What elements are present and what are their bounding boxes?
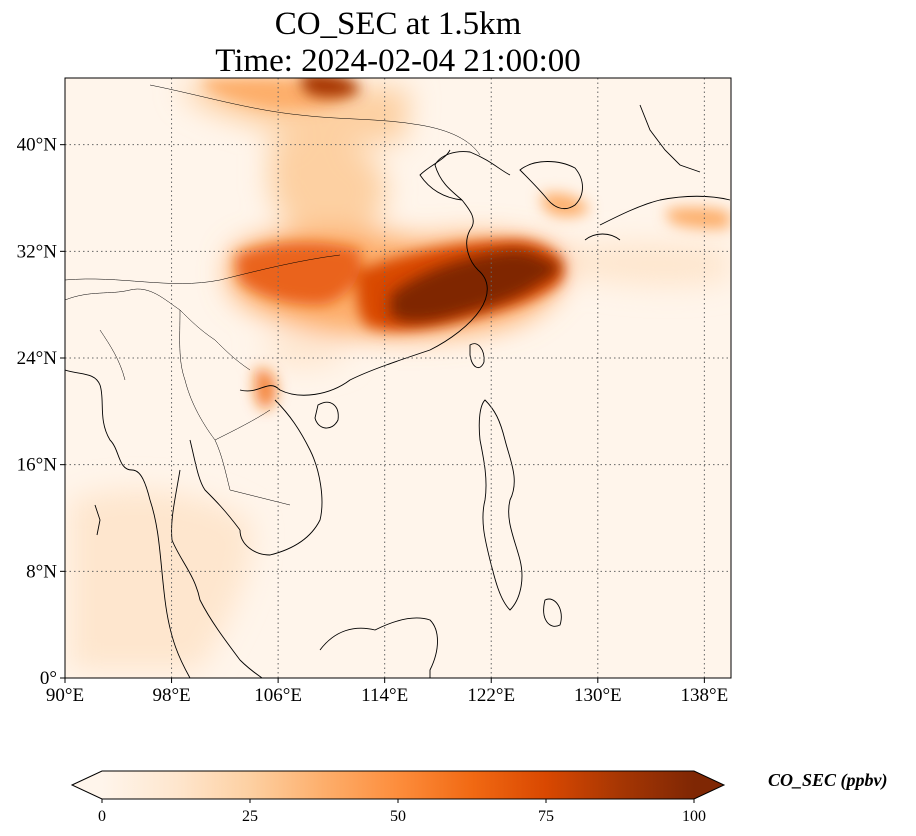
y-tick-label: 16°N bbox=[17, 455, 58, 476]
colorbar-tick-label: 75 bbox=[538, 808, 554, 825]
colorbar-tick-label: 50 bbox=[390, 808, 406, 825]
colorbar: 0 25 50 75 100 bbox=[70, 770, 726, 825]
y-tick-label: 8°N bbox=[26, 561, 57, 582]
x-tick-label: 122°E bbox=[467, 685, 515, 706]
colorbar-label: CO_SEC (ppbv) bbox=[768, 770, 888, 790]
x-tick-label: 138°E bbox=[681, 685, 729, 706]
x-tick-label: 114°E bbox=[361, 685, 408, 706]
y-tick-label: 32°N bbox=[17, 241, 58, 262]
concentration-field bbox=[70, 78, 730, 670]
coastlines bbox=[65, 104, 731, 678]
map-frame bbox=[64, 77, 732, 679]
colorbar-ticks: 0 25 50 75 100 bbox=[98, 799, 706, 825]
map-panel bbox=[64, 77, 732, 679]
gridlines bbox=[65, 78, 731, 678]
y-tick-label: 24°N bbox=[17, 348, 58, 369]
y-tick-label: 0° bbox=[40, 668, 57, 689]
y-tick-label: 40°N bbox=[17, 135, 58, 156]
colorbar-max-extension bbox=[694, 771, 724, 799]
x-tick-label: 90°E bbox=[46, 685, 84, 706]
colorbar-min-extension bbox=[72, 771, 102, 799]
plot-title-line1: CO_SEC at 1.5km bbox=[274, 6, 522, 42]
plot-title-line2: Time: 2024-02-04 21:00:00 bbox=[215, 43, 581, 79]
colorbar-tick-label: 25 bbox=[242, 808, 258, 825]
x-tick-label: 98°E bbox=[152, 685, 190, 706]
colorbar-tick-label: 100 bbox=[682, 808, 706, 825]
x-tick-label: 106°E bbox=[254, 685, 302, 706]
colorbar-tick-label: 0 bbox=[98, 808, 106, 825]
y-axis-ticks: 0° 8°N 16°N 24°N 32°N 40°N bbox=[17, 135, 65, 689]
country-borders bbox=[65, 84, 481, 506]
x-axis-ticks: 90°E 98°E 106°E 114°E 122°E 130°E 138°E bbox=[46, 678, 728, 706]
x-tick-label: 130°E bbox=[574, 685, 622, 706]
colorbar-gradient bbox=[102, 771, 694, 799]
